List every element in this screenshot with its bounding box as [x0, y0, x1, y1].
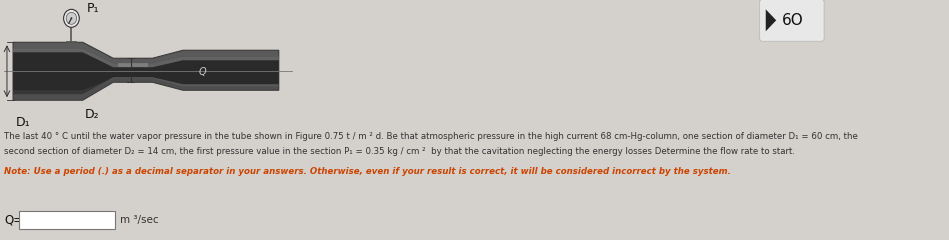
- FancyBboxPatch shape: [759, 0, 824, 41]
- Text: Q: Q: [198, 67, 206, 77]
- Text: Note: Use a period (.) as a decimal separator in your answers. Otherwise, even i: Note: Use a period (.) as a decimal sepa…: [5, 167, 732, 176]
- Text: D₁: D₁: [16, 116, 30, 129]
- Circle shape: [70, 17, 72, 19]
- Polygon shape: [13, 78, 279, 100]
- Polygon shape: [13, 42, 279, 100]
- Text: Q=: Q=: [5, 214, 24, 227]
- Text: 6O: 6O: [782, 13, 804, 28]
- Text: second section of diameter D₂ = 14 cm, the first pressure value in the section P: second section of diameter D₂ = 14 cm, t…: [5, 147, 795, 156]
- Text: D₂: D₂: [84, 108, 99, 121]
- Text: P₁: P₁: [87, 2, 100, 15]
- Polygon shape: [13, 48, 279, 67]
- Polygon shape: [118, 63, 148, 67]
- Text: m ³/sec: m ³/sec: [121, 215, 158, 225]
- FancyBboxPatch shape: [19, 211, 115, 229]
- Circle shape: [66, 12, 77, 24]
- Polygon shape: [13, 48, 279, 94]
- Polygon shape: [766, 9, 776, 31]
- Text: The last 40 ° C until the water vapor pressure in the tube shown in Figure 0.75 : The last 40 ° C until the water vapor pr…: [5, 132, 858, 141]
- Circle shape: [64, 9, 80, 27]
